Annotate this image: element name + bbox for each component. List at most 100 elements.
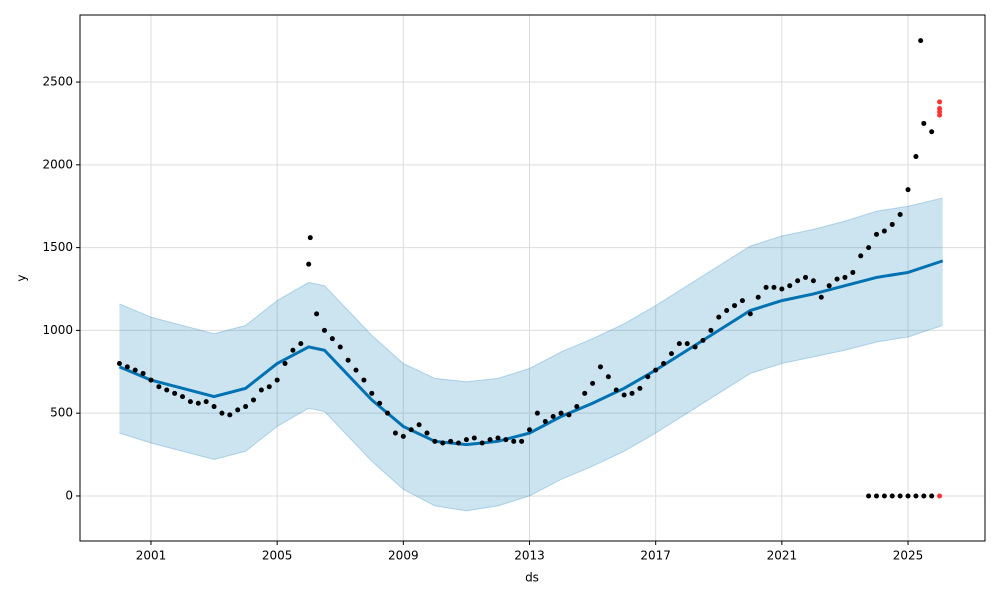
observation-point: [889, 493, 895, 499]
observation-point: [905, 187, 911, 193]
observation-point: [487, 437, 493, 443]
observation-point: [566, 412, 572, 418]
x-axis-label: ds: [525, 571, 539, 585]
observation-point: [897, 493, 903, 499]
observation-point: [716, 314, 722, 320]
x-tick-label: 2005: [262, 549, 293, 563]
observation-point: [227, 412, 233, 418]
observation-point: [314, 311, 320, 317]
x-tick-label: 2021: [767, 549, 798, 563]
observation-point: [700, 337, 706, 343]
y-tick-label: 2000: [42, 157, 73, 171]
observation-point: [858, 253, 864, 259]
plot-frame: [79, 14, 986, 542]
observation-point: [747, 311, 753, 317]
observation-point: [684, 341, 690, 347]
observation-point: [597, 364, 603, 370]
observation-point: [787, 283, 793, 289]
observation-point: [661, 361, 667, 367]
y-axis-label: y: [15, 274, 29, 281]
observation-point: [432, 438, 438, 444]
observation-point: [148, 377, 154, 383]
observation-point: [590, 380, 596, 386]
observation-point: [645, 374, 651, 380]
x-tick-label: 2013: [514, 549, 545, 563]
observation-point: [574, 404, 580, 410]
observation-point: [258, 387, 264, 393]
observation-point: [937, 109, 943, 115]
observation-point: [929, 129, 935, 135]
observation-point: [897, 212, 903, 218]
observation-point: [937, 493, 943, 499]
observation-point: [826, 283, 832, 289]
observation-point: [542, 418, 548, 424]
observation-point: [913, 154, 919, 160]
band-edge: [119, 197, 943, 383]
observation-point: [424, 430, 430, 436]
observation-point: [708, 327, 714, 333]
observation-point: [345, 357, 351, 363]
observation-point: [479, 440, 485, 446]
observation-point: [889, 221, 895, 227]
observation-point: [369, 390, 375, 396]
observation-point: [629, 390, 635, 396]
observation-point: [235, 407, 241, 413]
forecast-line: [118, 259, 944, 447]
observation-point: [763, 284, 769, 290]
observation-point: [298, 341, 304, 347]
observation-point: [440, 440, 446, 446]
observation-point: [582, 390, 588, 396]
observation-point: [550, 413, 556, 419]
observation-point: [921, 120, 927, 126]
observation-point: [392, 430, 398, 436]
observation-point: [164, 387, 170, 393]
observation-point: [511, 438, 517, 444]
observation-point: [755, 294, 761, 300]
observation-point: [866, 493, 872, 499]
observation-point: [282, 361, 288, 367]
observation-point: [519, 438, 525, 444]
observation-point: [290, 347, 296, 353]
observation-point: [929, 493, 935, 499]
observation-point: [692, 344, 698, 350]
observation-point: [558, 410, 564, 416]
observation-point: [921, 493, 927, 499]
uncertainty-band: [119, 197, 943, 511]
observation-point: [337, 344, 343, 350]
observation-point: [416, 422, 422, 428]
x-tick-label: 2017: [640, 549, 671, 563]
observation-point: [621, 392, 627, 398]
observation-point: [140, 370, 146, 376]
observation-point: [463, 437, 469, 443]
observation-point: [850, 269, 856, 275]
observation-point: [448, 438, 454, 444]
observation-point: [873, 493, 879, 499]
observation-point: [274, 377, 280, 383]
y-tick-label: 500: [50, 406, 73, 420]
observation-point: [195, 400, 201, 406]
observation-point: [771, 284, 777, 290]
observation-point: [471, 435, 477, 441]
x-tick-label: 2001: [136, 549, 167, 563]
observation-point: [881, 228, 887, 234]
observation-point: [250, 397, 256, 403]
observation-point: [918, 38, 924, 44]
observation-point: [637, 385, 643, 391]
observation-point: [653, 367, 659, 373]
observation-point: [913, 493, 919, 499]
observation-point: [937, 99, 943, 105]
x-tick-label: 2009: [388, 549, 419, 563]
observation-point: [400, 433, 406, 439]
observation-point: [124, 364, 130, 370]
y-tick-label: 0: [65, 488, 73, 502]
observation-point: [361, 377, 367, 383]
y-tick-label: 1500: [42, 240, 73, 254]
observation-point: [724, 308, 730, 314]
observation-point: [203, 399, 209, 405]
observation-point: [377, 400, 383, 406]
observation-point: [795, 278, 801, 284]
observation-point: [408, 427, 414, 433]
observation-point: [676, 341, 682, 347]
observation-point: [739, 298, 745, 304]
